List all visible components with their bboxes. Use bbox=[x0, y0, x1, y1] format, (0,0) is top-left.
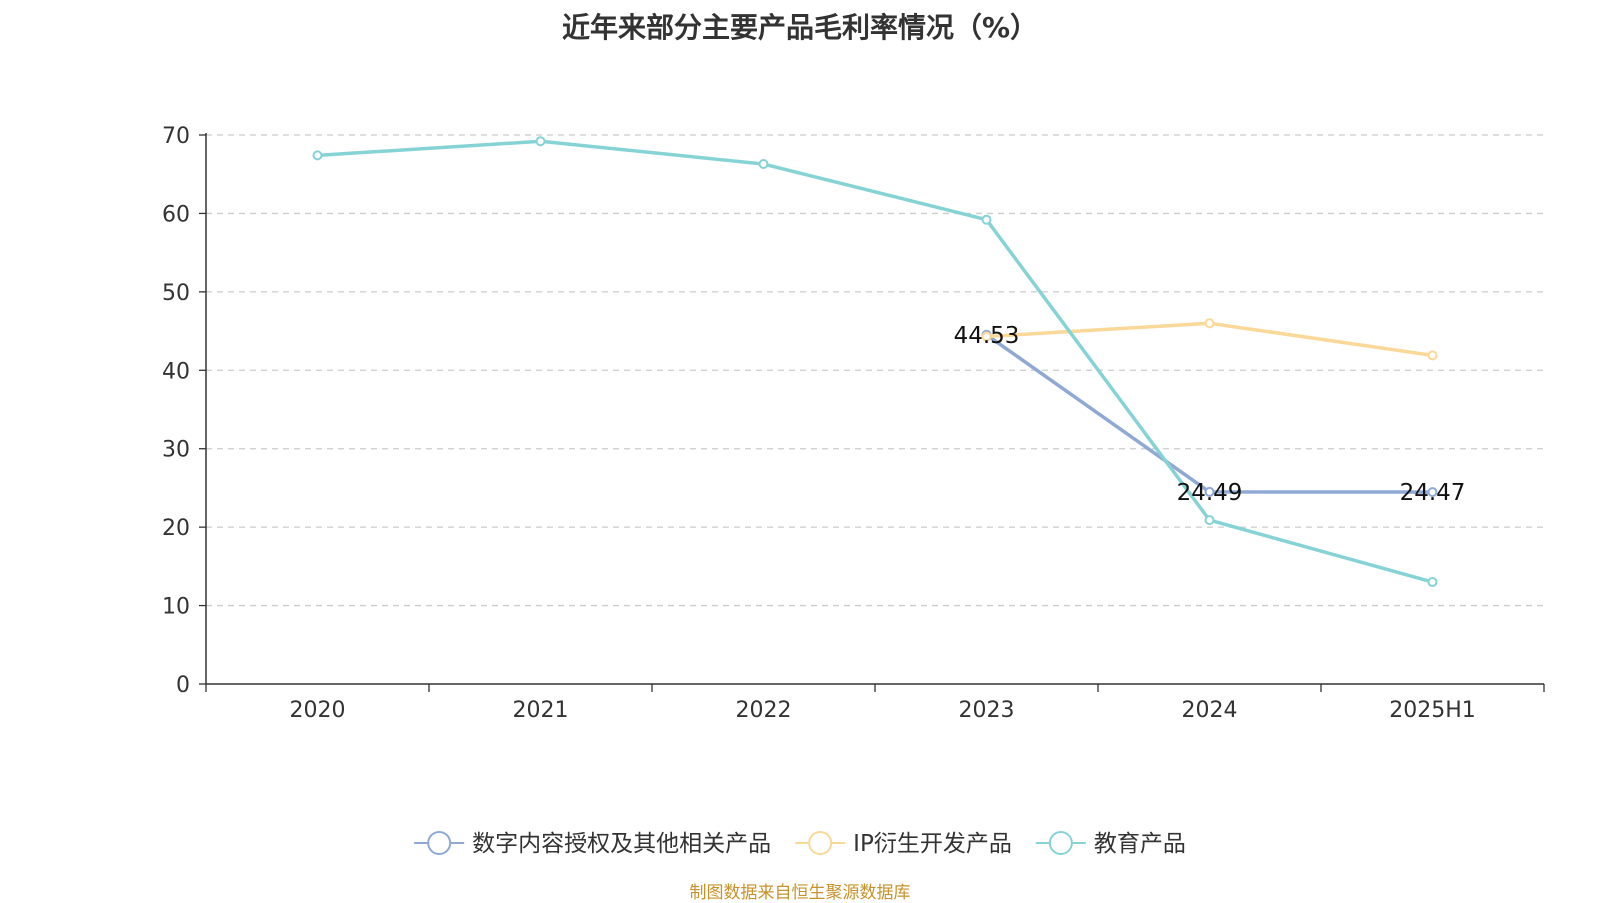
legend: 数字内容授权及其他相关产品 IP衍生开发产品 教育产品 bbox=[414, 831, 1186, 857]
series-line-0 bbox=[984, 333, 1435, 494]
data-label: 24.47 bbox=[1400, 480, 1466, 506]
legend-item: 教育产品 bbox=[1035, 831, 1186, 857]
y-tick-label: 20 bbox=[162, 516, 190, 541]
data-point bbox=[1427, 577, 1438, 588]
data-point bbox=[1427, 487, 1438, 498]
legend-label: IP衍生开发产品 bbox=[853, 831, 1012, 857]
x-tick-label: 2020 bbox=[290, 698, 346, 723]
data-point bbox=[312, 150, 323, 161]
y-tick-label: 40 bbox=[162, 359, 190, 384]
x-tick-label: 2023 bbox=[959, 698, 1015, 723]
series-layer bbox=[312, 136, 1438, 588]
y-tick-label: 60 bbox=[162, 202, 190, 227]
legend-marker bbox=[427, 831, 452, 855]
legend-label: 数字内容授权及其他相关产品 bbox=[472, 831, 771, 857]
axis-layer: 0 10 20 30 40 50 60 70 2020 2021 2022 2023 2024 2025H… bbox=[162, 124, 1545, 723]
data-point bbox=[1427, 350, 1438, 361]
legend-marker bbox=[808, 831, 833, 855]
data-point bbox=[758, 159, 769, 170]
data-point bbox=[981, 214, 992, 225]
series-line-2 bbox=[315, 139, 1435, 584]
x-tick-label: 2024 bbox=[1182, 698, 1238, 723]
source-note: 制图数据来自恒生聚源数据库 bbox=[689, 883, 911, 903]
legend-item: IP衍生开发产品 bbox=[795, 831, 1012, 857]
data-label: 44.53 bbox=[954, 323, 1020, 349]
y-tick-label: 50 bbox=[162, 281, 190, 306]
data-point bbox=[1204, 515, 1215, 526]
x-tick-label: 2021 bbox=[513, 698, 569, 723]
data-point bbox=[1204, 318, 1215, 329]
y-tick-label: 10 bbox=[162, 595, 190, 620]
x-tick-label: 2022 bbox=[736, 698, 792, 723]
legend-item: 数字内容授权及其他相关产品 bbox=[414, 831, 771, 857]
data-label: 24.49 bbox=[1177, 480, 1243, 506]
chart-title: 近年来部分主要产品毛利率情况（%） bbox=[561, 11, 1039, 44]
data-point bbox=[535, 136, 546, 147]
y-tick-label: 0 bbox=[176, 673, 190, 698]
data-point bbox=[981, 331, 992, 342]
y-tick-label: 70 bbox=[162, 124, 190, 149]
data-point bbox=[1204, 486, 1215, 497]
legend-label: 教育产品 bbox=[1094, 831, 1186, 857]
y-tick-label: 30 bbox=[162, 438, 190, 463]
grid-layer bbox=[206, 134, 1544, 607]
data-label-layer: 44.53 24.49 24.47 bbox=[954, 323, 1466, 506]
x-tick-label: 2025H1 bbox=[1389, 698, 1476, 723]
legend-marker bbox=[1048, 831, 1073, 855]
